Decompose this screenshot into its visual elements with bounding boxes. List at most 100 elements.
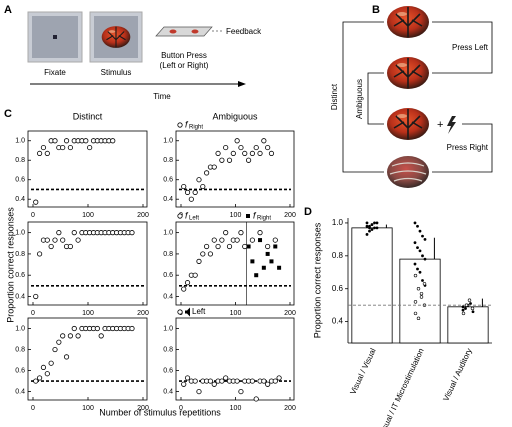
bracket-ambiguous [367,72,384,125]
session-point [365,221,369,225]
y-tick-label: 1.0 [15,138,25,145]
point [223,230,229,236]
step-label: Stimulus [101,68,132,77]
point [215,243,221,250]
session-point [461,305,465,309]
point [238,230,244,236]
point [200,251,206,257]
y-tick-label: 0.8 [163,251,173,258]
x-tick-label: 0 [31,310,35,317]
plot-frame [175,317,295,401]
point [44,237,50,243]
session-point [416,224,419,228]
point [273,244,278,249]
point [184,280,191,286]
point [33,293,39,300]
y-tick-label: 0.4 [15,293,25,300]
lightning [447,116,456,134]
point [246,244,251,249]
point [211,381,217,387]
point [177,309,183,315]
point [94,325,100,332]
point [44,150,50,157]
session-point [422,282,427,286]
point [268,150,275,157]
bracket-left [432,21,493,74]
session-point [368,226,371,230]
point [83,138,89,144]
speaker-icon [185,307,190,317]
session-point [418,249,422,253]
session-point [419,291,424,296]
session-point [467,298,472,302]
session-point [368,229,371,233]
y-tick-label: 0.6 [15,367,25,374]
session-point [375,226,379,230]
point [196,177,202,183]
panel-label: A [4,4,12,16]
legend-label: Right [189,125,203,131]
point [207,251,214,257]
step-label: Button Press [161,51,207,60]
session-point [413,300,418,304]
point [48,360,54,366]
egg [386,155,430,189]
y-tick-label: 0.4 [163,293,173,300]
y-axis-label: Proportion correct responses [312,222,322,338]
point [207,378,214,384]
time-label: Time [153,92,171,101]
point [265,251,270,256]
session-point [370,223,374,226]
point [258,238,263,243]
point [226,243,233,250]
point [226,157,233,163]
session-point [421,279,424,282]
x-tick-label: 200 [137,310,149,317]
point [184,375,191,381]
y-tick-label: 0.6 [163,177,173,184]
point [52,237,58,243]
session-point [419,295,424,299]
y-tick-label: 0.8 [332,251,344,260]
session-point [421,254,424,258]
x-tick-label: 100 [230,212,242,219]
stimulus-egg [101,25,131,49]
point [200,183,206,190]
session-point [418,229,422,233]
point [234,138,240,144]
session-point [370,228,374,231]
y-tick-label: 0.4 [15,388,25,395]
point [269,259,274,264]
point [219,378,225,384]
session-point [423,237,427,241]
point [211,237,217,243]
point [257,230,263,236]
session-point [413,241,417,245]
panel-label: B [372,4,380,16]
x-tick-label: 100 [82,310,94,317]
legend-symbol: f [185,119,189,129]
point [75,237,81,243]
bar [447,306,489,344]
distinct-label: Distinct [330,83,339,110]
point [192,272,198,278]
session-point [470,306,475,311]
point [129,230,135,236]
session-point [373,226,376,230]
legend-label: Right [257,216,271,222]
plot-frame [175,221,295,306]
y-tick-label: 0.8 [15,157,25,164]
point [56,339,62,345]
point [181,286,187,292]
x-tick-label: 200 [284,212,296,219]
point [63,138,70,144]
session-point [416,316,421,321]
x-tick-label: 100 [82,405,94,412]
point [238,144,244,151]
x-tick-label: Visual / Auditory [441,347,473,403]
step-label: Feedback [226,27,262,36]
session-point [365,224,369,228]
point [250,259,255,264]
session-point [365,233,369,236]
